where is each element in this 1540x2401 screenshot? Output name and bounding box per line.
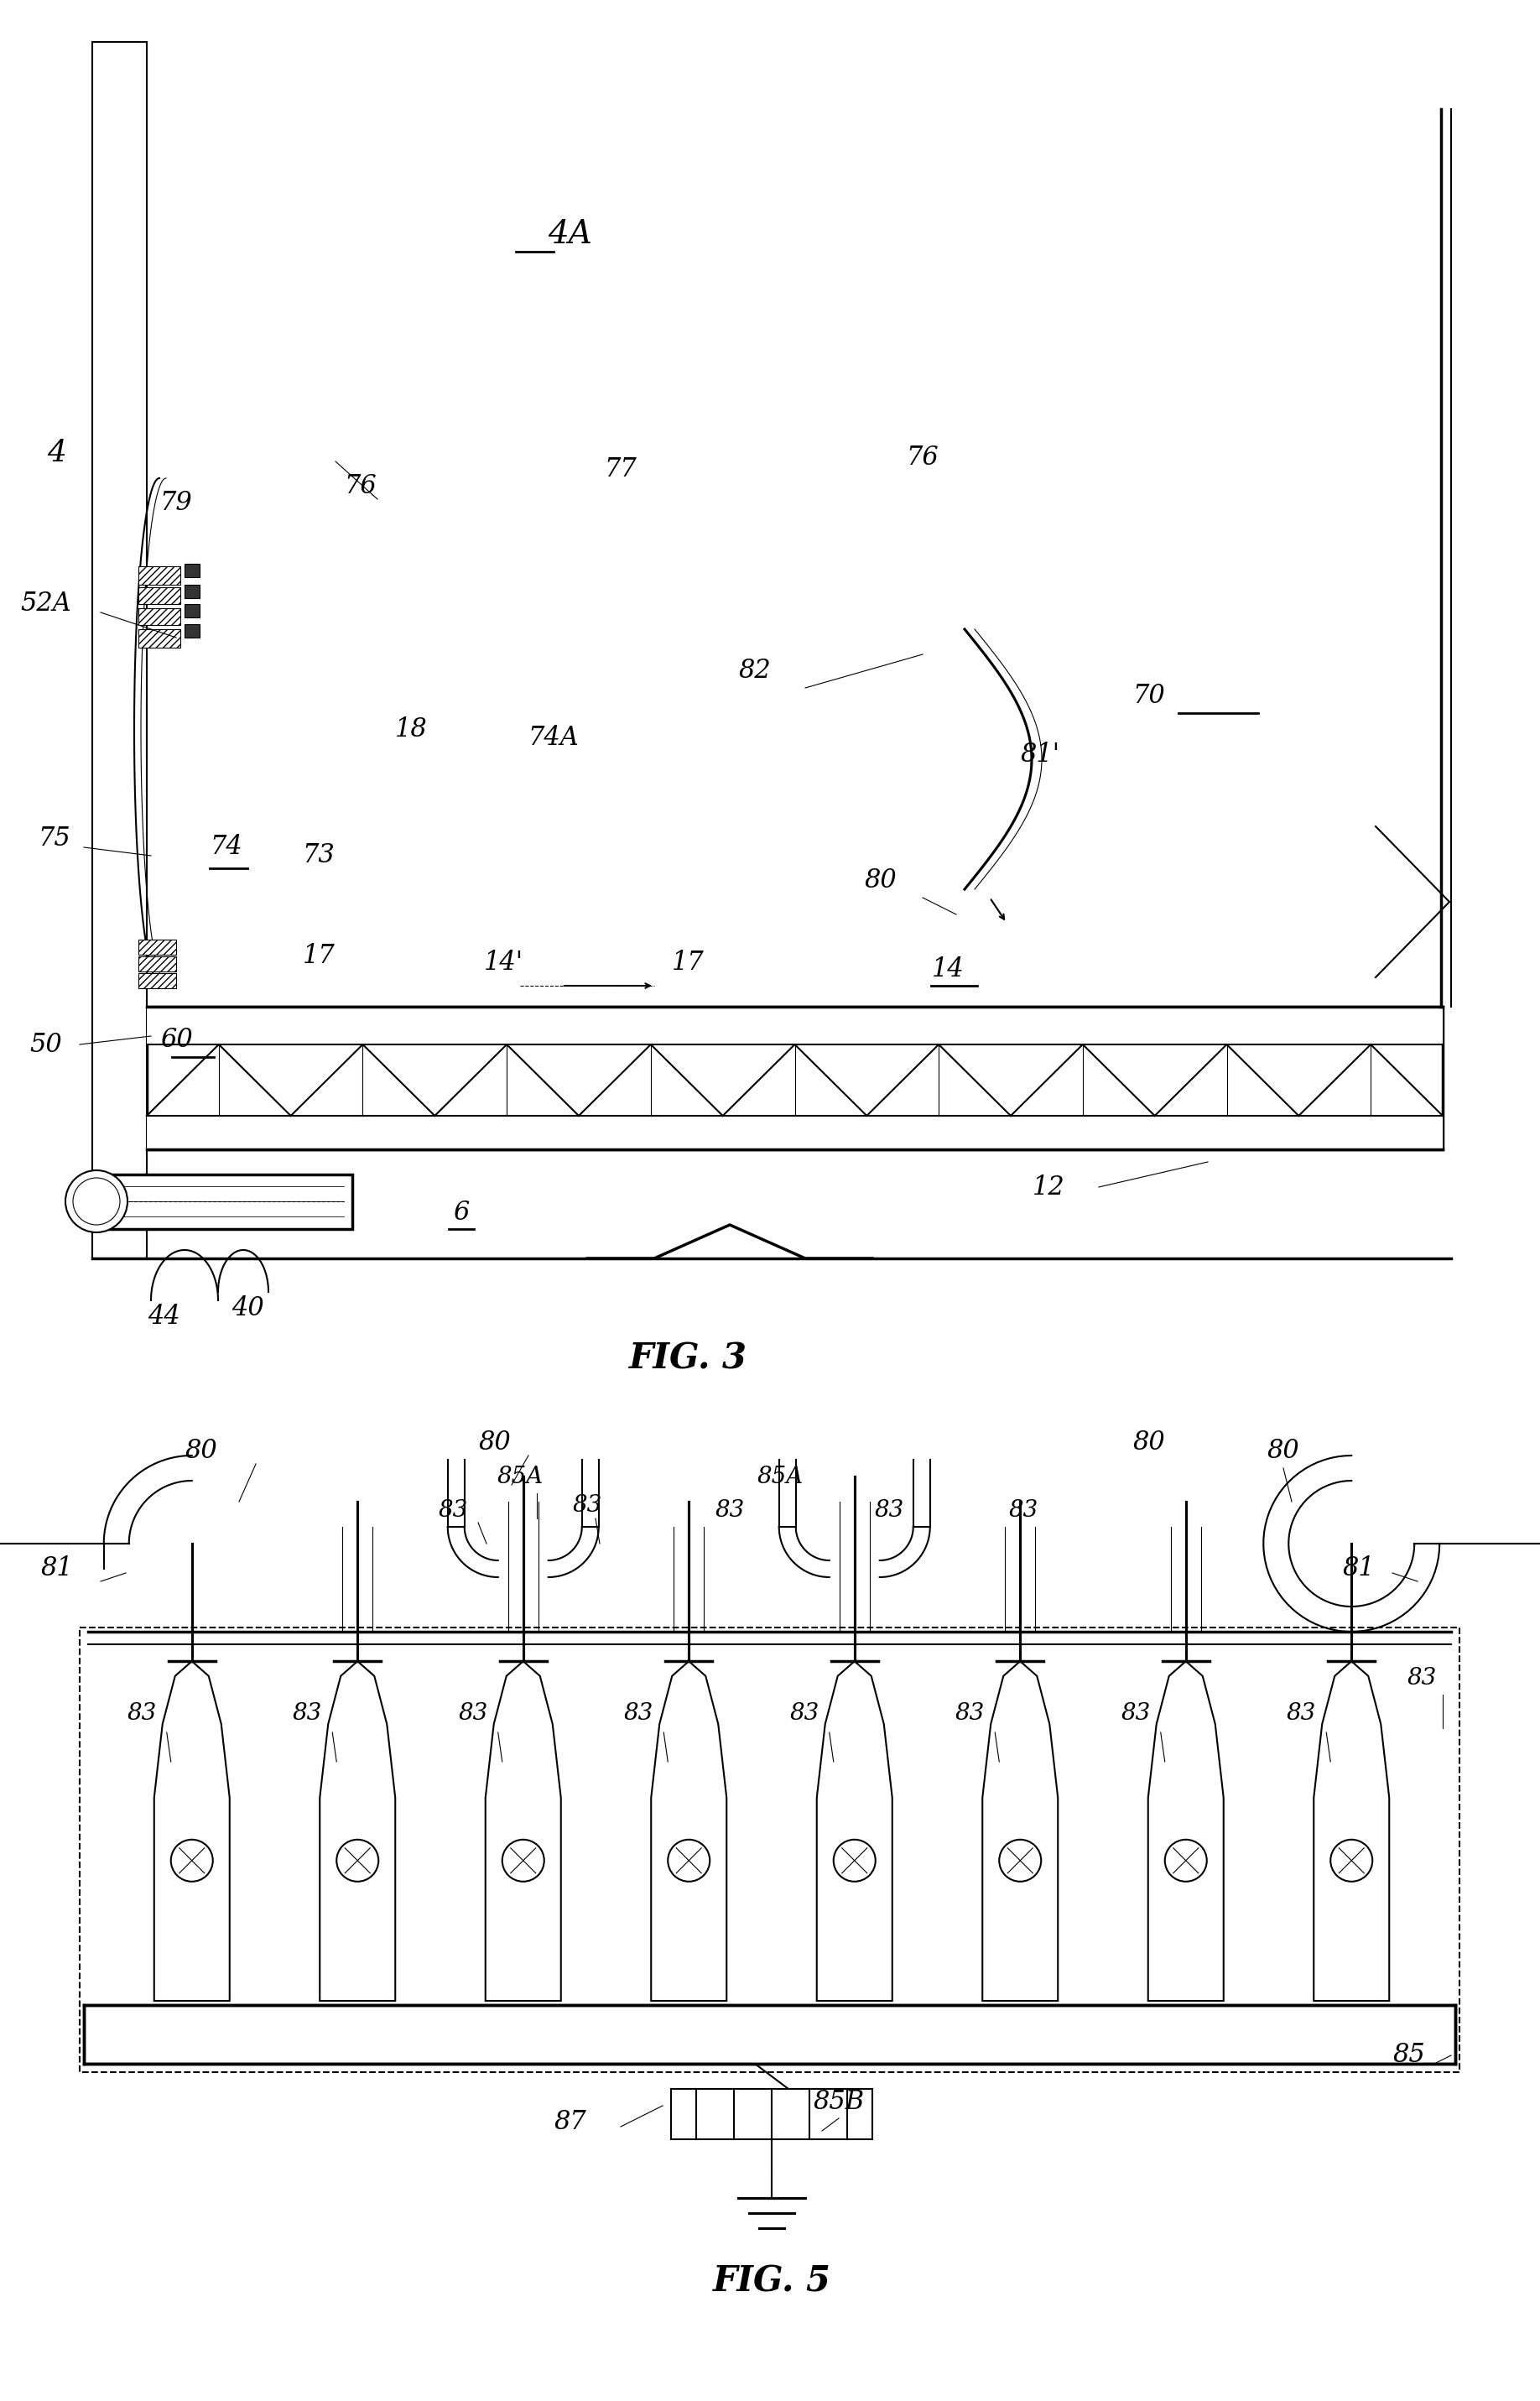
Bar (83, 2005, 1455, 2065)
Text: 14': 14' (484, 951, 524, 977)
Circle shape (502, 1839, 544, 1882)
Text: 85: 85 (1392, 2043, 1426, 2067)
Polygon shape (651, 1661, 727, 2000)
Circle shape (171, 1839, 213, 1882)
Polygon shape (485, 1661, 561, 2000)
Text: FIG. 5: FIG. 5 (713, 2264, 830, 2300)
Bar (92, 41, 146, 1258)
Text: 83: 83 (439, 1498, 468, 1522)
Text: 83: 83 (1009, 1498, 1038, 1522)
Bar (185, 605, 200, 617)
Text: 80: 80 (864, 867, 896, 893)
Text: 74: 74 (211, 833, 243, 860)
Text: 12: 12 (1032, 1174, 1064, 1200)
Text: 83: 83 (790, 1702, 819, 1724)
Circle shape (1164, 1839, 1207, 1882)
Bar (146, 1006, 1443, 1150)
Text: 76: 76 (907, 444, 939, 471)
Text: 17: 17 (302, 944, 336, 970)
Text: 79: 79 (160, 490, 192, 516)
Text: FIG. 3: FIG. 3 (628, 1342, 747, 1376)
Text: 83: 83 (457, 1702, 488, 1724)
Bar (139, 629, 180, 648)
Text: 18: 18 (394, 718, 427, 742)
Text: 85A: 85A (497, 1465, 544, 1489)
Text: 40: 40 (231, 1297, 263, 1321)
Bar (139, 607, 180, 624)
Text: 52A: 52A (20, 591, 72, 617)
Circle shape (1331, 1839, 1372, 1882)
Bar (139, 972, 176, 989)
Circle shape (999, 1839, 1041, 1882)
Text: 73: 73 (302, 843, 336, 869)
Text: 83: 83 (875, 1498, 904, 1522)
Bar (92, 41, 146, 1258)
Text: 83: 83 (715, 1498, 744, 1522)
Bar (139, 567, 180, 586)
Text: 81: 81 (40, 1556, 74, 1582)
Text: 83: 83 (1408, 1666, 1437, 1690)
Text: 82: 82 (739, 658, 772, 684)
Text: 60: 60 (160, 1028, 192, 1054)
Polygon shape (816, 1661, 892, 2000)
Bar (139, 588, 180, 605)
Polygon shape (983, 1661, 1058, 2000)
Bar (139, 956, 176, 972)
Text: 80: 80 (185, 1438, 217, 1465)
Bar (139, 939, 176, 956)
Text: 83: 83 (1121, 1702, 1150, 1724)
Text: 83: 83 (955, 1702, 984, 1724)
Text: 74A: 74A (528, 725, 579, 752)
Text: 4A: 4A (548, 218, 593, 250)
Circle shape (833, 1839, 875, 1882)
Bar (185, 586, 200, 598)
Text: 83: 83 (624, 1702, 653, 1724)
Text: 83: 83 (126, 1702, 157, 1724)
Circle shape (72, 1179, 120, 1225)
Polygon shape (320, 1661, 396, 2000)
Text: 83: 83 (293, 1702, 322, 1724)
Polygon shape (1314, 1661, 1389, 2000)
Bar (185, 564, 200, 576)
Polygon shape (1149, 1661, 1224, 2000)
Text: 6: 6 (453, 1198, 470, 1225)
Text: 85A: 85A (756, 1465, 804, 1489)
Text: 80: 80 (479, 1431, 511, 1455)
Circle shape (65, 1169, 128, 1232)
Bar (185, 624, 200, 639)
Text: 81': 81' (1021, 742, 1060, 768)
Circle shape (337, 1839, 379, 1882)
Text: 85B: 85B (813, 2089, 864, 2115)
Text: 83: 83 (1286, 1702, 1317, 1724)
Text: 87: 87 (554, 2110, 587, 2134)
Text: 75: 75 (39, 826, 71, 852)
Bar (671, 2089, 872, 2139)
Text: 70: 70 (1133, 684, 1166, 708)
Polygon shape (154, 1661, 229, 2000)
Text: 44: 44 (148, 1304, 180, 1330)
Text: 83: 83 (573, 1493, 602, 1517)
Text: 14: 14 (932, 956, 964, 982)
Text: 50: 50 (29, 1032, 63, 1056)
Text: 77: 77 (604, 456, 638, 483)
Text: 4: 4 (48, 439, 66, 468)
Text: 80: 80 (1133, 1431, 1166, 1455)
Bar (146, 1006, 1443, 1044)
Circle shape (668, 1839, 710, 1882)
Text: 80: 80 (1267, 1438, 1300, 1465)
Bar (146, 1116, 1443, 1150)
Text: 76: 76 (345, 473, 377, 499)
Bar (80, 1628, 1460, 2072)
Bar (92, 1174, 353, 1229)
Text: 17: 17 (671, 951, 704, 977)
Text: 81: 81 (1343, 1556, 1375, 1582)
